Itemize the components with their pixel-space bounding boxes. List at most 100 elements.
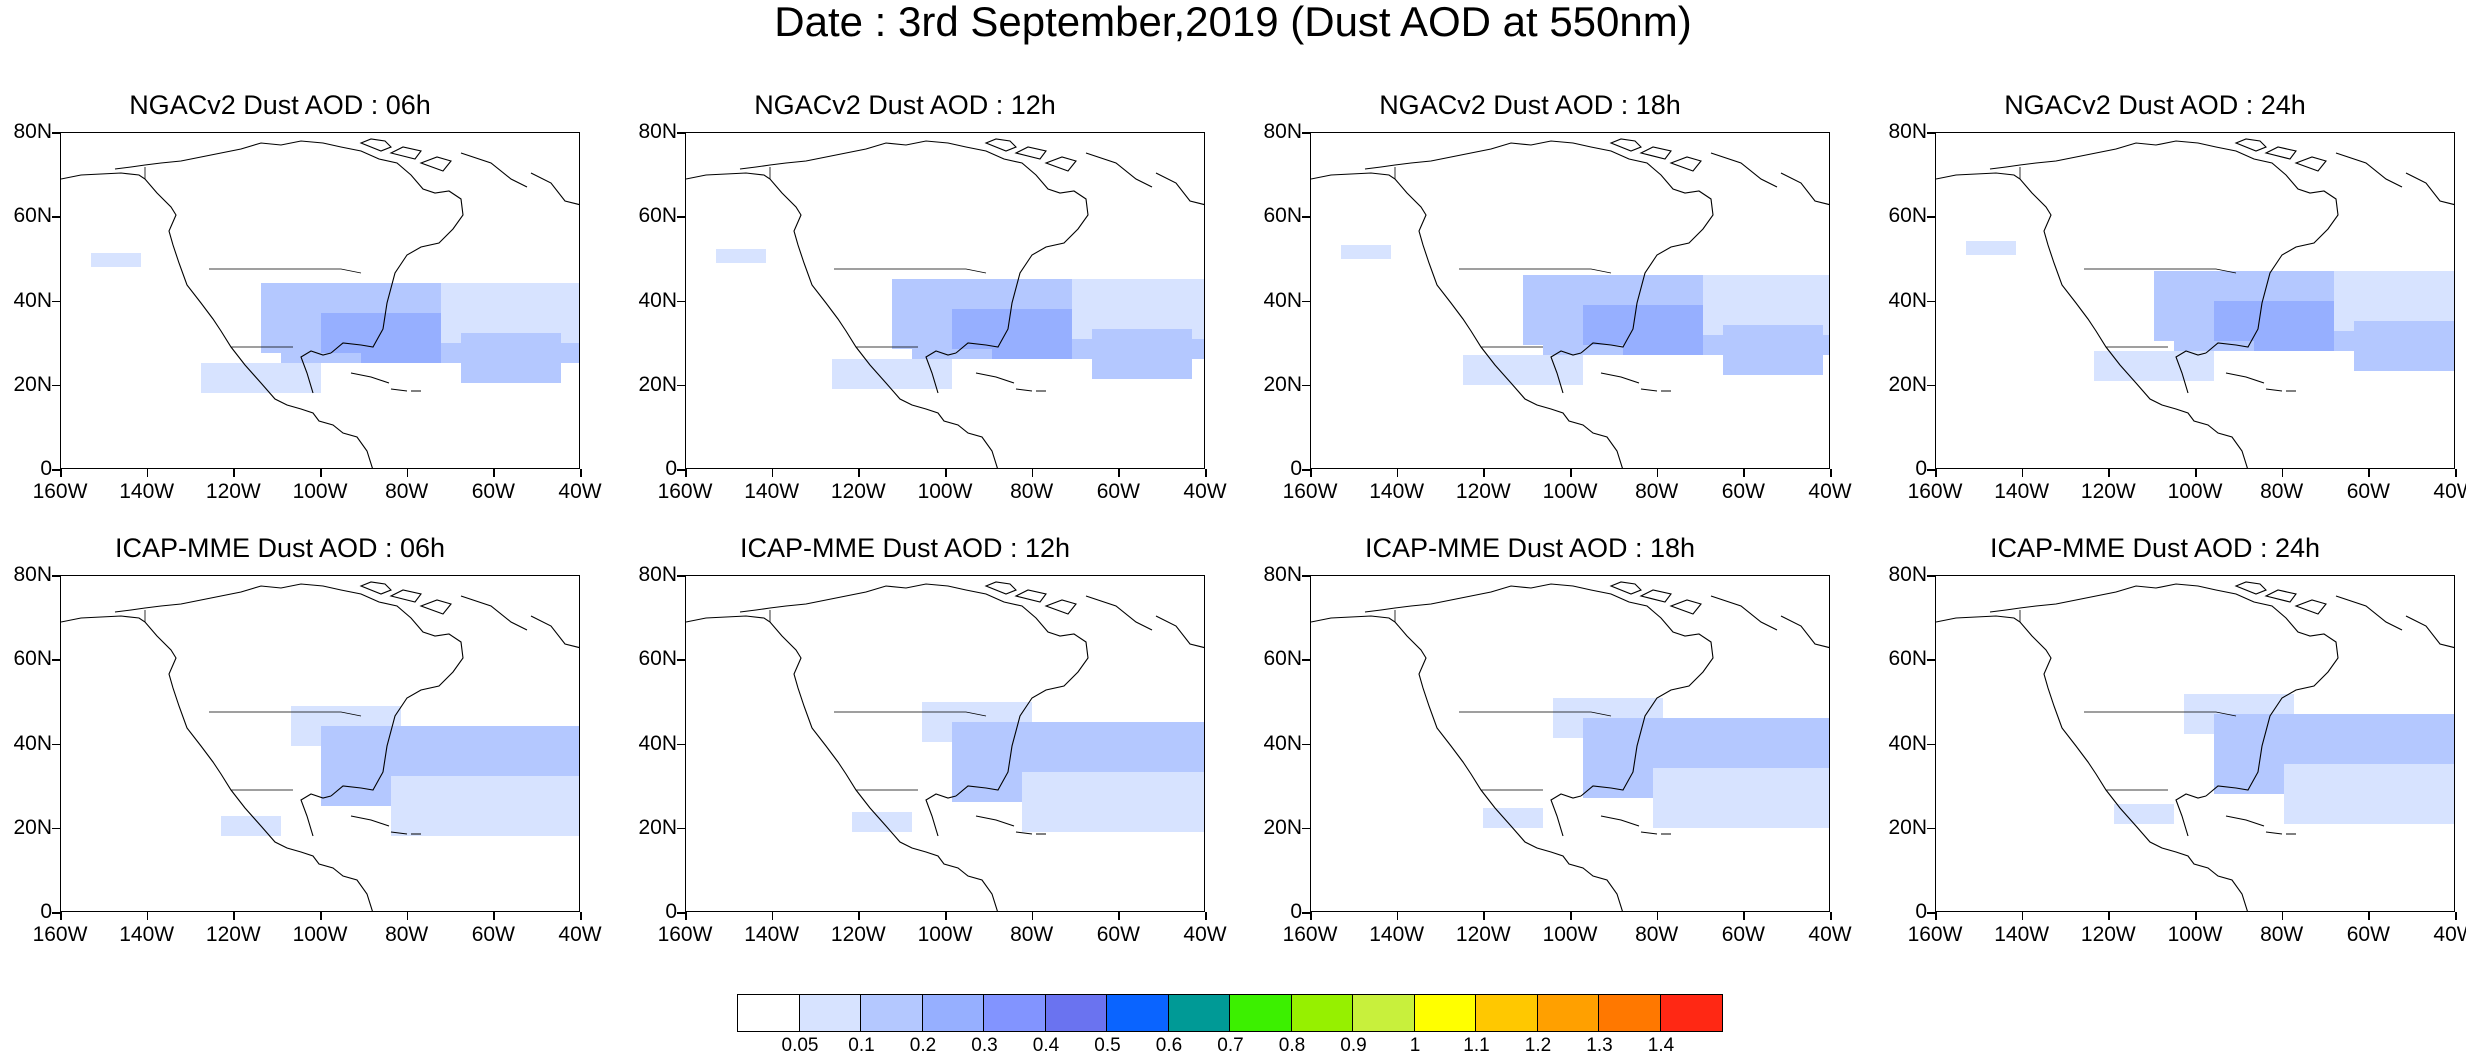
longitude-tick (685, 469, 687, 477)
dust-aod-shading (1463, 355, 1583, 385)
latitude-tick (52, 300, 60, 302)
longitude-label: 40W (1183, 923, 1227, 946)
map-canvas (686, 581, 1204, 911)
latitude-label: 20N (1888, 815, 1927, 839)
longitude-label: 160W (1282, 480, 1338, 503)
dust-aod-shading (1483, 808, 1543, 828)
map-panel: ICAP-MME Dust AOD : 12h 80N 60N 40N 20N 0 160W… (625, 533, 1226, 953)
longitude-tick (685, 912, 687, 920)
longitude-tick (1570, 912, 1572, 920)
latitude-tick (1927, 384, 1935, 387)
latitude-label: 0 (1915, 900, 1927, 923)
longitude-tick (406, 469, 409, 477)
latitude-label: 0 (665, 457, 677, 480)
map-canvas (686, 138, 1204, 468)
latitude-tick (1927, 743, 1935, 745)
map-frame (1935, 132, 2455, 469)
colorbar-box (1476, 995, 1538, 1031)
latitude-label: 20N (13, 815, 52, 839)
dust-aod-shading (1623, 325, 1703, 355)
longitude-tick (60, 469, 62, 477)
colorbar-box (1660, 995, 1722, 1031)
longitude-tick (1310, 469, 1312, 477)
latitude-tick (677, 912, 685, 914)
dust-aod-shading (1022, 772, 1204, 832)
longitude-tick (146, 469, 149, 477)
colorbar-label: 0.4 (1032, 1035, 1060, 1056)
dust-aod-shading (1966, 241, 2016, 255)
coastline (1600, 581, 1829, 835)
latitude-label: 80N (1888, 563, 1927, 586)
latitude-label: 20N (13, 372, 52, 396)
dust-aod-shading (2354, 321, 2454, 371)
latitude-tick (52, 743, 60, 745)
longitude-tick (858, 912, 860, 920)
latitude-label: 60N (13, 204, 52, 228)
panel-title: ICAP-MME Dust AOD : 12h (739, 533, 1071, 563)
latitude-label: 20N (638, 372, 677, 396)
dust-aod-shading (221, 816, 281, 836)
longitude-label: 60W (2346, 923, 2390, 946)
latitude-label: 80N (1263, 563, 1302, 586)
longitude-label: 140W (744, 923, 800, 946)
longitude-label: 140W (1994, 923, 2050, 946)
dust-aod-shading (2094, 351, 2214, 381)
longitude-tick (493, 469, 495, 477)
latitude-tick (677, 469, 685, 471)
coastline (61, 172, 373, 468)
longitude-tick (2021, 469, 2024, 477)
longitude-label: 100W (917, 480, 973, 503)
dust-aod-shading (201, 363, 321, 393)
longitude-tick (771, 912, 774, 920)
latitude-label: 60N (638, 647, 677, 671)
longitude-label: 60W (1721, 480, 1765, 503)
map-panel: ICAP-MME Dust AOD : 24h 80N 60N 40N 20N 0 160W… (1875, 533, 2466, 953)
longitude-tick (2368, 469, 2370, 477)
map-frame (1310, 575, 1830, 912)
longitude-label: 120W (205, 923, 261, 946)
map-canvas (1311, 138, 1829, 468)
longitude-tick (580, 912, 582, 920)
latitude-tick (1302, 469, 1310, 471)
latitude-label: 20N (1263, 815, 1302, 839)
map-frame (1310, 132, 1830, 469)
latitude-label: 0 (665, 900, 677, 923)
country-border (1394, 167, 1612, 348)
longitude-label: 140W (1369, 480, 1425, 503)
dust-aod-shading (1723, 325, 1823, 375)
latitude-label: 80N (13, 563, 52, 586)
latitude-tick (1927, 216, 1935, 218)
latitude-tick (677, 743, 685, 745)
longitude-label: 40W (2433, 480, 2466, 503)
map-canvas (61, 138, 579, 468)
longitude-label: 60W (471, 923, 515, 946)
coastline (1311, 172, 1623, 468)
longitude-label: 80W (2260, 923, 2304, 946)
colorbar-label: 0.5 (1094, 1035, 1121, 1056)
coastline (686, 615, 998, 911)
longitude-label: 120W (1455, 923, 1511, 946)
colorbar-label: 0.8 (1278, 1035, 1306, 1056)
map-panel: ICAP-MME Dust AOD : 18h 80N 60N 40N 20N 0 160W… (1250, 533, 1851, 953)
longitude-label: 120W (205, 480, 261, 503)
country-border (2019, 610, 2237, 791)
longitude-tick (1483, 469, 1485, 477)
coastline (350, 581, 579, 835)
latitude-tick (677, 827, 685, 830)
longitude-label: 120W (2080, 480, 2136, 503)
longitude-tick (1031, 912, 1034, 920)
longitude-tick (1118, 469, 1120, 477)
dust-aod-shading (716, 249, 766, 263)
coastline (2175, 793, 2207, 837)
figure-title: Date : 3rd September,2019 (Dust AOD at 5… (774, 0, 1692, 45)
longitude-label: 60W (1721, 923, 1765, 946)
latitude-tick (1302, 743, 1310, 745)
map-frame (60, 132, 580, 469)
longitude-label: 140W (744, 480, 800, 503)
longitude-label: 40W (1183, 480, 1227, 503)
longitude-label: 80W (1635, 480, 1679, 503)
colorbar-box (1599, 995, 1661, 1031)
latitude-tick (52, 575, 60, 577)
longitude-label: 160W (657, 480, 713, 503)
map-frame (60, 575, 580, 912)
